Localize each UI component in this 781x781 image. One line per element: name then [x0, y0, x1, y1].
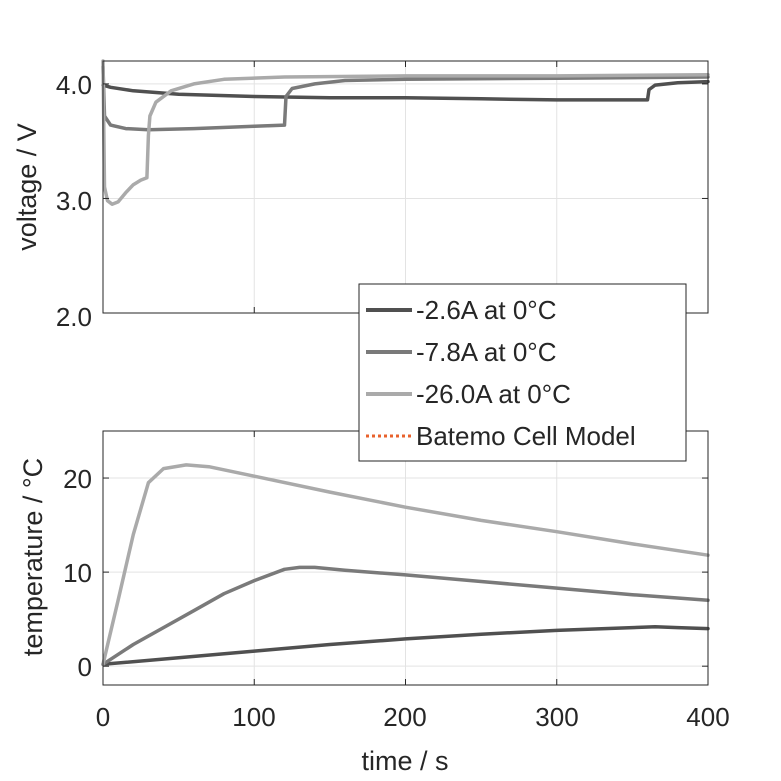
temperature-grid — [103, 431, 708, 685]
legend: -2.6A at 0°C -7.8A at 0°C -26.0A at 0°C … — [358, 283, 687, 462]
temperature-ytick-label: 20 — [63, 464, 92, 494]
xtick-label: 100 — [232, 702, 275, 732]
series-line-2 — [101, 565, 710, 667]
xtick-label: 400 — [686, 702, 729, 732]
legend-item: -26.0A at 0°C — [366, 379, 571, 409]
voltage-panel: 4.0 3.0 2.0 voltage / V — [12, 59, 710, 332]
voltage-ytick-label: 2.0 — [56, 302, 92, 332]
voltage-ytick-label: 4.0 — [56, 70, 92, 100]
temperature-ytick-label: 10 — [63, 558, 92, 588]
series-line-2 — [101, 64, 710, 132]
xtick-label: 300 — [535, 702, 578, 732]
legend-label: Batemo Cell Model — [416, 421, 636, 451]
temperature-ylabel: temperature / °C — [18, 458, 48, 656]
xtick-label: 0 — [96, 702, 110, 732]
series-line-3 — [101, 463, 710, 667]
voltage-series-group — [101, 59, 710, 206]
temperature-series-group — [101, 463, 710, 667]
xtick-label: 200 — [383, 702, 426, 732]
voltage-ylabel: voltage / V — [12, 123, 42, 251]
legend-label: -2.6A at 0°C — [416, 295, 556, 325]
legend-item: Batemo Cell Model — [366, 421, 636, 451]
voltage-ytick-label: 3.0 — [56, 186, 92, 216]
temperature-panel: 20 10 0 temperature / °C 0 100 200 300 4… — [18, 430, 730, 776]
legend-item: -2.6A at 0°C — [366, 295, 556, 325]
xlabel: time / s — [361, 746, 448, 776]
temperature-ytick-label: 0 — [78, 652, 92, 682]
series-line-1 — [101, 79, 710, 102]
legend-label: -26.0A at 0°C — [416, 379, 571, 409]
series-line-1 — [101, 624, 710, 667]
legend-item: -7.8A at 0°C — [366, 337, 556, 367]
legend-box — [358, 283, 687, 462]
series-line-3 — [101, 59, 710, 206]
legend-label: -7.8A at 0°C — [416, 337, 556, 367]
